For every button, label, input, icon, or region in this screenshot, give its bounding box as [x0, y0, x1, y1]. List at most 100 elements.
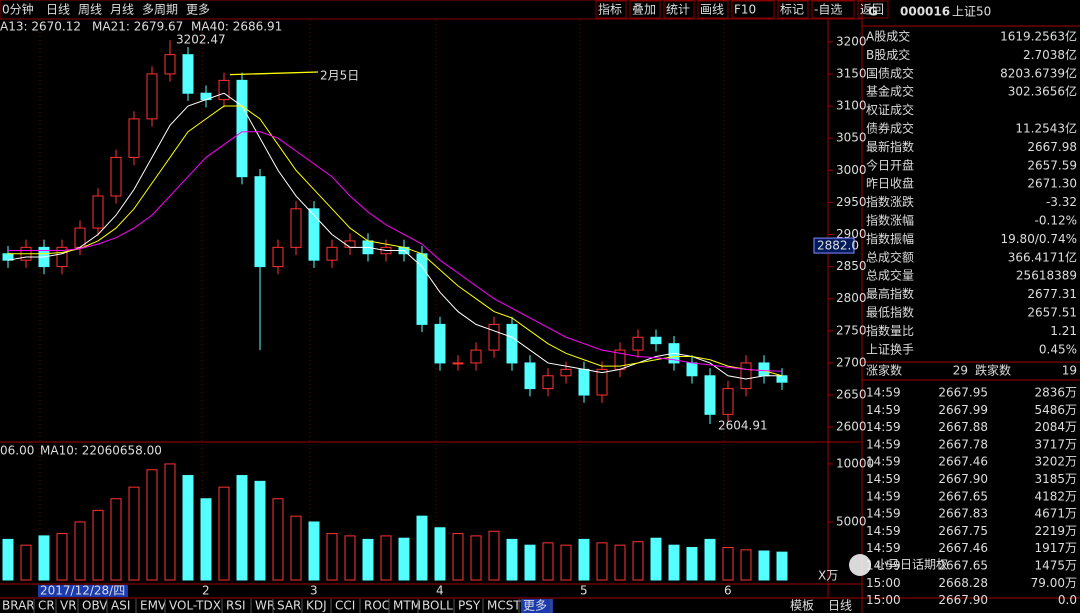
candle-body	[632, 336, 644, 351]
candle-body	[290, 208, 302, 248]
candle-body	[704, 375, 716, 415]
candle-body	[542, 375, 554, 390]
row-label: 指数涨幅	[866, 213, 914, 228]
indicator-tab[interactable]: WR	[255, 599, 275, 613]
tick-time: 15:00	[866, 576, 901, 590]
candle-body	[182, 54, 194, 94]
candle-body	[56, 246, 68, 268]
row-label: 最低指数	[866, 305, 914, 320]
candle-body	[758, 362, 770, 377]
tick-time: 14:59	[866, 541, 901, 555]
tick-price: 2667.46	[938, 455, 988, 469]
tab[interactable]: 周线	[78, 3, 102, 17]
tick-volume: 79.00万	[1031, 576, 1077, 590]
volume-bar	[254, 480, 266, 581]
button-frame	[777, 0, 809, 19]
indicator-tab[interactable]: CR	[38, 599, 55, 613]
tab[interactable]: 月线	[110, 3, 134, 17]
row-value: 1619.2563亿	[1000, 29, 1077, 44]
candle-body	[218, 79, 230, 101]
legend-entry: MA10: 22060658.00	[40, 444, 162, 458]
indicator-tab[interactable]: MCST	[487, 599, 521, 613]
candle-body	[236, 79, 248, 178]
candle-body	[650, 336, 662, 345]
row-label: A股成交	[866, 29, 910, 44]
tick-time: 14:59	[866, 472, 901, 486]
indicator-tab[interactable]: KDJ	[306, 599, 327, 613]
row-value: 0.45%	[1039, 342, 1077, 356]
high-label: 3202.47	[176, 33, 226, 47]
volume-bar	[542, 542, 554, 581]
tick-price: 2667.65	[938, 489, 988, 503]
tick-volume: 3717万	[1034, 437, 1077, 451]
button[interactable]: 返回	[860, 3, 884, 17]
indicator-tab[interactable]: SAR	[277, 599, 301, 613]
tick-time: 14:59	[866, 559, 901, 573]
indicator-tab[interactable]: BOLL	[422, 599, 453, 613]
tab[interactable]: 模板	[790, 599, 814, 613]
button[interactable]: -自选	[814, 3, 842, 17]
candle-body	[560, 368, 572, 377]
tick-volume: 2084万	[1034, 420, 1077, 434]
panel-header: 000016	[900, 5, 950, 19]
row-label: 指数振幅	[866, 231, 914, 246]
indicator-tab[interactable]: CCI	[335, 599, 355, 613]
indicator-tab[interactable]: VOL-TDX	[169, 599, 221, 613]
indicator-tab[interactable]: PSY	[458, 599, 481, 613]
tick-time: 15:00	[866, 593, 901, 607]
row-label: 最高指数	[866, 286, 914, 301]
row-label: 指数量比	[866, 323, 914, 338]
tick-time: 14:59	[866, 489, 901, 503]
tab[interactable]: 日线	[828, 599, 852, 613]
row-label: 指数涨跌	[866, 194, 914, 209]
indicator-tab[interactable]: 更多	[523, 599, 547, 613]
indicator-tab[interactable]: ASI	[111, 599, 130, 613]
tick-price: 2668.28	[938, 576, 988, 590]
button[interactable]: 画线	[700, 3, 724, 17]
button-frame	[595, 0, 627, 19]
indicator-tab[interactable]: ROC	[364, 599, 390, 613]
tab[interactable]: 多周期	[142, 3, 178, 17]
indicator-tab[interactable]: BRAR	[2, 599, 35, 613]
cursor-label: 2882.0	[817, 239, 859, 253]
breadth-label: 涨家数	[866, 363, 902, 378]
row-value: 366.4171亿	[1008, 249, 1077, 264]
tick-volume: 3185万	[1034, 472, 1077, 486]
tab[interactable]: 0分钟	[2, 2, 34, 17]
button[interactable]: F10	[734, 3, 756, 17]
button[interactable]: 叠加	[632, 3, 656, 17]
arrow	[229, 71, 319, 76]
y-tick-label: 2900	[836, 227, 867, 241]
indicator-tab[interactable]: VR	[60, 599, 77, 613]
panel-header: G	[868, 5, 878, 19]
indicator-tab[interactable]: MTM	[393, 599, 421, 613]
candle-body	[452, 362, 464, 365]
candle-body	[578, 368, 590, 396]
volume-bar	[2, 538, 14, 581]
row-label: 总成交量	[866, 268, 914, 283]
button[interactable]: 标记	[780, 3, 804, 17]
row-label: 基金成交	[866, 84, 914, 99]
tab[interactable]: 更多	[186, 3, 210, 17]
tab[interactable]: 日线	[46, 3, 70, 17]
row-label: B股成交	[866, 47, 910, 62]
row-label: 国债成交	[866, 65, 914, 80]
row-value: -0.12%	[1035, 214, 1077, 228]
indicator-tab[interactable]: EMV	[140, 599, 167, 613]
tick-volume: 3202万	[1034, 455, 1077, 469]
y-tick-label: 3150	[836, 66, 867, 80]
volume-bar	[218, 486, 230, 581]
row-value: 25618389	[1016, 269, 1077, 283]
tick-price: 2667.95	[938, 386, 988, 400]
indicator-tab[interactable]: RSI	[226, 599, 246, 613]
ma-line	[8, 131, 783, 372]
volume-bar	[722, 547, 734, 581]
button[interactable]: 指标	[598, 2, 622, 17]
candle-body	[344, 240, 356, 248]
indicator-tab[interactable]: OBV	[82, 599, 108, 613]
row-value: 2657.51	[1027, 306, 1077, 320]
button[interactable]: 统计	[666, 3, 690, 17]
volume-bar	[632, 541, 644, 581]
row-label: 昨日收盘	[866, 176, 914, 191]
volume-bar	[272, 498, 284, 581]
